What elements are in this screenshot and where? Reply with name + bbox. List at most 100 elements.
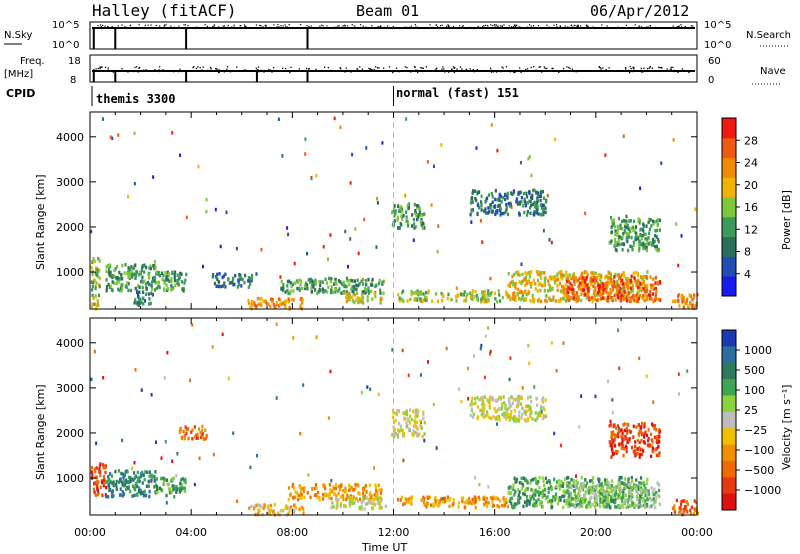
power-cluster-cell bbox=[644, 275, 647, 280]
velocity-cluster-cell bbox=[416, 431, 419, 436]
power-cluster-cell bbox=[365, 282, 368, 287]
velocity-cluster-cell bbox=[471, 396, 474, 401]
power-cluster-cell bbox=[644, 246, 647, 251]
power-cluster-cell bbox=[381, 280, 384, 284]
velocity-cluster-cell bbox=[635, 503, 639, 508]
velocity-cluster-cell bbox=[615, 492, 618, 496]
power-cluster-cell bbox=[216, 284, 219, 289]
nave-point bbox=[339, 67, 341, 69]
velocity-cluster-cell bbox=[506, 407, 509, 412]
velocity-cluster-cell bbox=[432, 502, 435, 507]
power-cluster-cell bbox=[591, 299, 594, 304]
velocity-cluster-cell bbox=[620, 475, 623, 480]
power-cluster-cell bbox=[648, 231, 651, 236]
velocity-cluster-cell bbox=[334, 486, 338, 491]
velocity-cluster-cell bbox=[361, 486, 364, 491]
power-cluster-cell bbox=[580, 292, 583, 297]
nsearch-point bbox=[195, 26, 197, 28]
power-cluster-cell bbox=[505, 208, 508, 212]
nave-point bbox=[158, 66, 161, 68]
nsearch-point bbox=[634, 24, 636, 26]
power-cluster-cell bbox=[409, 297, 412, 302]
velocity-scatter-cell bbox=[391, 348, 394, 352]
power-cluster-cell bbox=[583, 284, 587, 289]
nave-point bbox=[677, 71, 679, 74]
velocity-cluster-cell bbox=[614, 500, 617, 505]
power-scatter-cell bbox=[304, 152, 307, 156]
nsearch-point bbox=[559, 26, 561, 28]
power-cluster-cell bbox=[487, 193, 491, 197]
velocity-scatter-cell bbox=[154, 440, 157, 445]
power-cluster-cell bbox=[636, 273, 640, 278]
velocity-cluster-cell bbox=[195, 436, 198, 441]
power-cluster-cell bbox=[641, 282, 644, 286]
nsearch-point bbox=[677, 26, 679, 28]
velocity-cluster-cell bbox=[160, 488, 163, 492]
power-cluster-cell bbox=[379, 288, 382, 293]
nave-point bbox=[450, 68, 453, 71]
velocity-cluster-cell bbox=[434, 495, 437, 500]
velocity-cluster-cell bbox=[634, 448, 637, 453]
velocity-cluster-cell bbox=[601, 492, 604, 497]
velocity-cluster-cell bbox=[303, 486, 306, 490]
velocity-cluster-cell bbox=[655, 428, 658, 432]
velocity-cluster-cell bbox=[597, 490, 600, 494]
power-cluster-cell bbox=[128, 268, 132, 272]
velocity-cluster-cell bbox=[640, 430, 643, 435]
velocity-cluster-cell bbox=[611, 452, 614, 456]
velocity-cluster-cell bbox=[515, 404, 518, 409]
velocity-cluster-cell bbox=[603, 502, 607, 506]
velocity-cluster-cell bbox=[121, 483, 124, 487]
velocity-scatter-cell bbox=[527, 343, 530, 348]
velocity-scatter-cell bbox=[472, 354, 475, 358]
power-cluster-cell bbox=[543, 283, 546, 287]
velocity-cluster-cell bbox=[612, 432, 615, 436]
nsearch-point bbox=[567, 26, 569, 28]
nsearch-point bbox=[143, 26, 146, 29]
power-cluster-cell bbox=[602, 282, 605, 286]
velocity-scatter-cell bbox=[164, 440, 167, 444]
power-cluster-cell bbox=[629, 218, 633, 223]
velocity-cluster-cell bbox=[111, 481, 114, 485]
velocity-cluster-cell bbox=[472, 412, 475, 417]
power-cluster-cell bbox=[583, 275, 586, 280]
velocity-cluster-cell bbox=[620, 488, 623, 493]
nave-point bbox=[670, 69, 672, 71]
power-cluster-cell bbox=[592, 289, 596, 293]
nave-point bbox=[196, 70, 198, 72]
power-cluster-cell bbox=[92, 280, 95, 285]
power-scatter-cell bbox=[171, 131, 174, 135]
power-cluster-cell bbox=[135, 290, 139, 294]
power-cluster-cell bbox=[539, 271, 542, 275]
power-cluster-cell bbox=[234, 273, 237, 278]
velocity-cluster-cell bbox=[621, 432, 624, 436]
velocity-cluster-cell bbox=[634, 444, 637, 449]
velocity-cluster-cell bbox=[508, 397, 511, 401]
velocity-cluster-cell bbox=[170, 490, 173, 494]
velocity-cluster-cell bbox=[565, 498, 569, 503]
velocity-cluster-cell bbox=[488, 415, 491, 420]
power-cluster-cell bbox=[678, 293, 681, 297]
power-cluster-cell bbox=[166, 287, 170, 291]
power-cluster-cell bbox=[279, 302, 282, 307]
power-cluster-cell bbox=[547, 282, 550, 287]
velocity-cluster-cell bbox=[532, 503, 535, 507]
power-cluster-cell bbox=[251, 302, 254, 307]
power-cluster-cell bbox=[527, 290, 531, 294]
power-cluster-cell bbox=[277, 297, 280, 301]
nave-point bbox=[692, 70, 694, 72]
power-cluster-cell bbox=[514, 281, 517, 286]
nave-point bbox=[257, 66, 260, 68]
velocity-cluster-cell bbox=[658, 435, 661, 439]
power-cluster-cell bbox=[418, 290, 421, 295]
velocity-cluster-cell bbox=[505, 410, 508, 414]
velocity-cluster-cell bbox=[187, 436, 190, 441]
velocity-cluster-cell bbox=[300, 486, 303, 491]
power-cluster-cell bbox=[216, 272, 219, 277]
velocity-cluster-cell bbox=[525, 503, 528, 508]
velocity-cluster-cell bbox=[508, 400, 511, 404]
power-cluster-cell bbox=[216, 277, 219, 281]
power-cluster-cell bbox=[553, 276, 556, 281]
power-cluster-cell bbox=[539, 299, 543, 304]
power-cluster-cell bbox=[176, 273, 179, 277]
